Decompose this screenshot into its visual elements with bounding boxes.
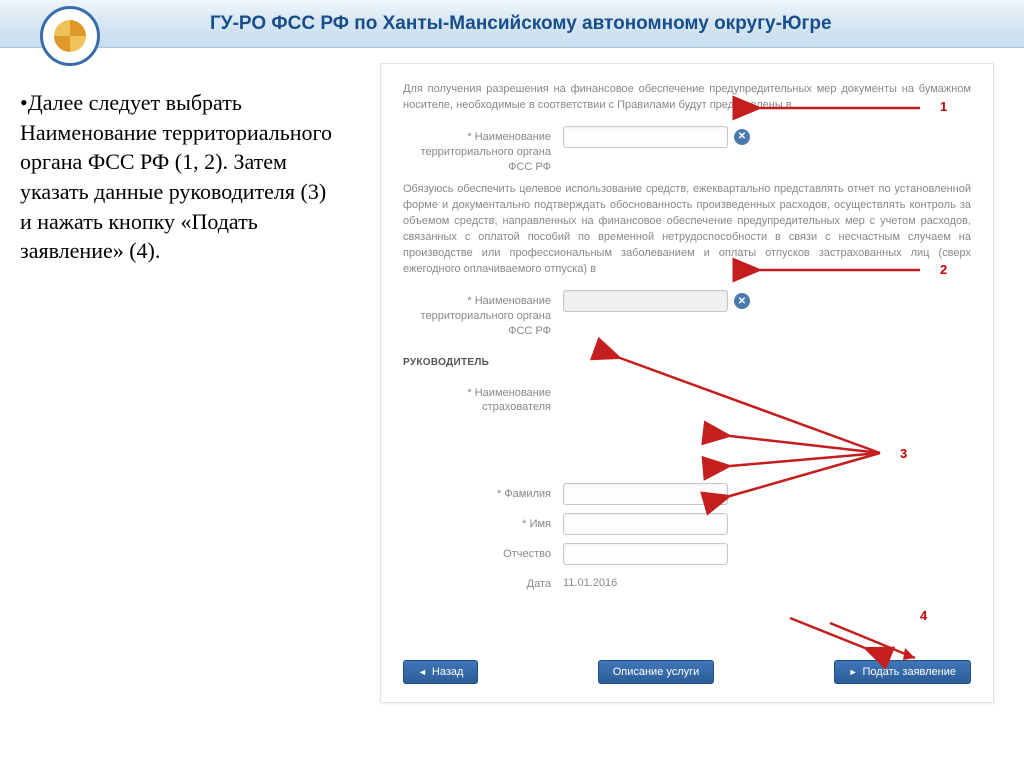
row-insurer: * Наименование страхователя: [403, 382, 971, 416]
label-patronymic: Отчество: [403, 543, 563, 562]
row-lastname: * Фамилия: [403, 483, 971, 505]
section-leader: РУКОВОДИТЕЛЬ: [403, 357, 971, 368]
label-date: Дата: [403, 573, 563, 592]
clear-icon[interactable]: ✕: [734, 293, 750, 309]
row-firstname: * Имя: [403, 513, 971, 535]
chevron-left-icon: ◄: [418, 667, 427, 677]
instruction-text: •Далее следует выбрать Наименование терр…: [20, 88, 340, 266]
form-container: Для получения разрешения на финансовое о…: [380, 63, 994, 703]
chevron-right-icon: ►: [849, 667, 858, 677]
input-firstname[interactable]: [563, 513, 728, 535]
label-lastname: * Фамилия: [403, 483, 563, 502]
back-label: Назад: [432, 666, 464, 678]
input-territorial-1[interactable]: [563, 126, 728, 148]
instruction-panel: •Далее следует выбрать Наименование терр…: [0, 48, 360, 767]
row-date: Дата 11.01.2016: [403, 573, 971, 592]
header-bar: ГУ-РО ФСС РФ по Ханты-Мансийскому автоно…: [0, 0, 1024, 48]
service-desc-label: Описание услуги: [613, 666, 700, 678]
content-wrap: •Далее следует выбрать Наименование терр…: [0, 48, 1024, 767]
submit-button[interactable]: ► Подать заявление: [834, 660, 971, 684]
description-1: Для получения разрешения на финансовое о…: [403, 82, 971, 114]
back-button[interactable]: ◄ Назад: [403, 660, 478, 684]
row-territorial-2: * Наименование территориального органа Ф…: [403, 290, 971, 339]
instruction-body: Далее следует выбрать Наименование терри…: [20, 90, 332, 263]
submit-label: Подать заявление: [863, 666, 956, 678]
date-value: 11.01.2016: [563, 573, 617, 589]
input-territorial-2[interactable]: [563, 290, 728, 312]
form-panel: Для получения разрешения на финансовое о…: [360, 48, 1024, 767]
clear-icon[interactable]: ✕: [734, 129, 750, 145]
org-logo: [40, 6, 100, 66]
input-patronymic[interactable]: [563, 543, 728, 565]
label-territorial-2: * Наименование территориального органа Ф…: [403, 290, 563, 339]
service-desc-button[interactable]: Описание услуги: [598, 660, 715, 684]
label-firstname: * Имя: [403, 513, 563, 532]
label-territorial-1: * Наименование территориального органа Ф…: [403, 126, 563, 175]
header-title: ГУ-РО ФСС РФ по Ханты-Мансийскому автоно…: [210, 13, 832, 35]
row-territorial-1: * Наименование территориального органа Ф…: [403, 126, 971, 175]
bullet: •: [20, 90, 28, 115]
input-lastname[interactable]: [563, 483, 728, 505]
label-insurer: * Наименование страхователя: [403, 382, 563, 416]
row-patronymic: Отчество: [403, 543, 971, 565]
button-bar: ◄ Назад Описание услуги ► Подать заявлен…: [403, 660, 971, 684]
description-2: Обязуюсь обеспечить целевое использовани…: [403, 182, 971, 278]
